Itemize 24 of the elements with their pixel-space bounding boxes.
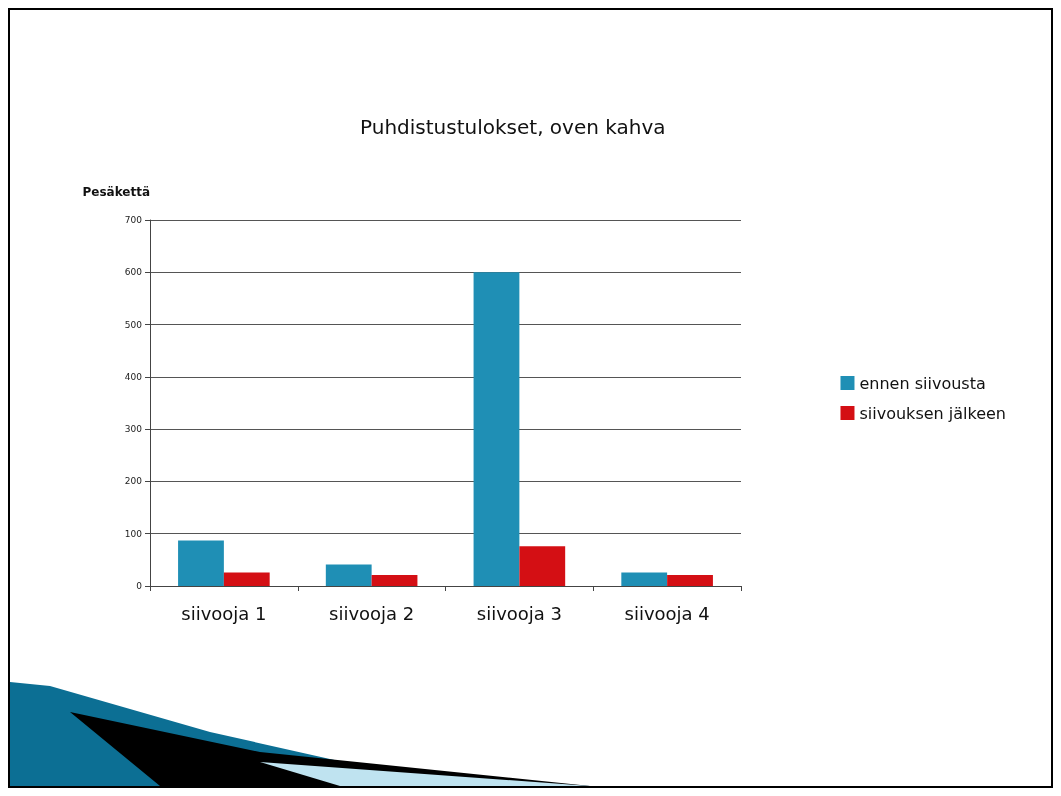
bar — [621, 572, 668, 586]
y-tick-label: 700 — [124, 215, 143, 225]
y-tick-label: 400 — [124, 371, 143, 382]
bar — [371, 575, 418, 586]
bar — [325, 564, 372, 586]
chart-title: Puhdistustulokset, oven kahva — [360, 115, 666, 139]
bar — [223, 572, 270, 586]
legend-label: siivouksen jälkeen — [859, 403, 1006, 423]
y-tick-label: 0 — [136, 581, 143, 591]
legend-label: ennen siivousta — [859, 373, 986, 393]
y-tick-label: 300 — [124, 424, 143, 435]
y-axis-title: Pesäkettä — [82, 185, 150, 199]
x-tick-label: siivooja 4 — [624, 602, 710, 624]
y-tick-label: 100 — [124, 528, 143, 539]
bar — [667, 575, 713, 586]
bar — [473, 272, 520, 586]
y-tick-label: 200 — [124, 476, 143, 487]
bar — [519, 546, 566, 586]
y-tick-label: 600 — [124, 267, 143, 278]
x-tick-label: siivooja 2 — [328, 602, 415, 624]
x-tick-label: siivooja 1 — [181, 602, 267, 624]
bar — [178, 540, 224, 586]
x-tick-label: siivooja 3 — [476, 602, 563, 624]
y-tick-label: 500 — [124, 319, 143, 330]
